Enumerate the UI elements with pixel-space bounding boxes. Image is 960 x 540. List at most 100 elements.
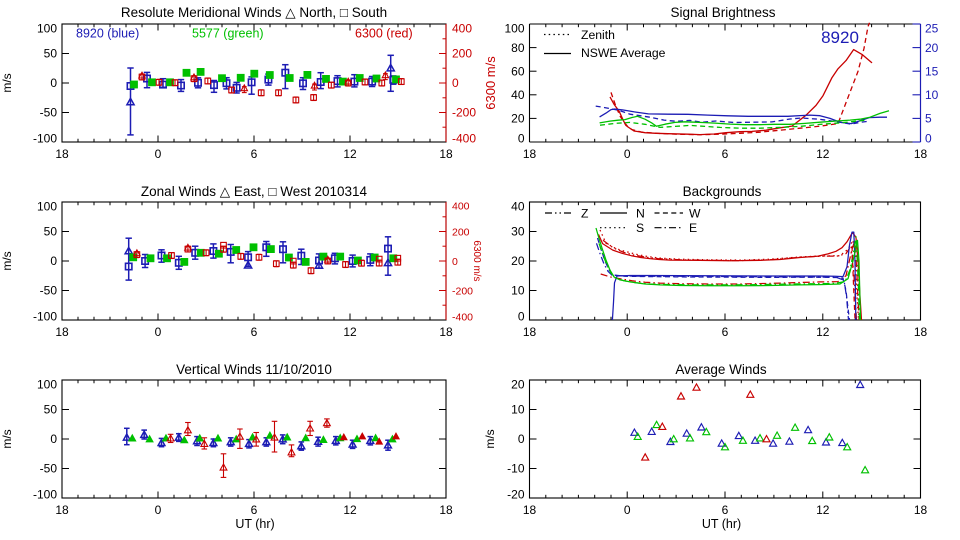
svg-text:m/s: m/s (0, 251, 14, 270)
svg-text:UT (hr): UT (hr) (702, 517, 741, 531)
svg-text:6: 6 (722, 503, 729, 517)
svg-text:20: 20 (511, 378, 525, 392)
svg-text:-100: -100 (33, 132, 57, 146)
svg-text:10: 10 (925, 88, 939, 102)
svg-text:N: N (636, 207, 645, 221)
svg-text:18: 18 (55, 503, 69, 517)
svg-text:0: 0 (518, 432, 525, 446)
svg-text:6: 6 (251, 325, 258, 339)
svg-text:20: 20 (511, 254, 525, 268)
svg-text:6300 m/s: 6300 m/s (471, 240, 482, 281)
svg-text:40: 40 (511, 200, 525, 214)
svg-text:10: 10 (511, 284, 525, 298)
svg-text:8920: 8920 (821, 28, 859, 47)
svg-text:6: 6 (251, 503, 258, 517)
svg-text:-100: -100 (33, 310, 57, 324)
svg-text:18: 18 (914, 503, 928, 517)
svg-text:5: 5 (925, 112, 932, 126)
svg-text:-400: -400 (452, 312, 473, 324)
svg-text:-50: -50 (40, 462, 58, 476)
svg-text:6: 6 (251, 147, 258, 161)
svg-text:10: 10 (511, 403, 525, 417)
svg-text:100: 100 (37, 200, 57, 214)
svg-text:400: 400 (452, 201, 470, 213)
svg-text:50: 50 (44, 403, 58, 417)
svg-text:Backgrounds: Backgrounds (683, 184, 762, 199)
svg-text:25: 25 (925, 22, 939, 36)
svg-text:0: 0 (50, 254, 57, 268)
svg-text:12: 12 (816, 503, 830, 517)
svg-text:12: 12 (816, 325, 830, 339)
svg-text:Resolute Meridional Winds △: Resolute Meridional Winds △ North, □ Sou… (121, 5, 387, 20)
svg-text:-50: -50 (40, 106, 58, 120)
svg-text:12: 12 (343, 503, 357, 517)
svg-text:18: 18 (523, 325, 537, 339)
svg-text:Signal Brightness: Signal Brightness (670, 5, 775, 20)
svg-text:20: 20 (925, 41, 939, 55)
svg-text:12: 12 (343, 325, 357, 339)
svg-text:0: 0 (624, 503, 631, 517)
svg-text:-200: -200 (452, 106, 476, 120)
svg-text:-400: -400 (452, 132, 476, 146)
svg-text:15: 15 (925, 64, 939, 78)
svg-text:Average Winds: Average Winds (675, 362, 767, 377)
svg-text:60: 60 (511, 64, 525, 78)
svg-text:0: 0 (452, 76, 459, 90)
svg-text:6: 6 (722, 147, 729, 161)
svg-text:m/s: m/s (0, 73, 14, 92)
svg-text:NSWE Average: NSWE Average (581, 46, 666, 60)
svg-text:UT (hr): UT (hr) (235, 517, 274, 531)
svg-text:S: S (636, 221, 644, 235)
svg-text:-200: -200 (452, 285, 473, 297)
svg-text:Zonal Winds △ East, □ West: Zonal Winds △ East, □ West 2010314 (141, 184, 368, 199)
svg-text:0: 0 (624, 147, 631, 161)
svg-text:0: 0 (155, 147, 162, 161)
svg-text:18: 18 (439, 147, 453, 161)
svg-text:0: 0 (50, 76, 57, 90)
svg-text:80: 80 (511, 41, 525, 55)
svg-text:0: 0 (624, 325, 631, 339)
svg-text:18: 18 (914, 325, 928, 339)
svg-text:20: 20 (511, 112, 525, 126)
svg-text:12: 12 (343, 147, 357, 161)
svg-text:0: 0 (155, 503, 162, 517)
svg-text:Z: Z (581, 207, 589, 221)
svg-text:40: 40 (511, 88, 525, 102)
svg-text:18: 18 (523, 147, 537, 161)
svg-text:Zenith: Zenith (581, 28, 615, 42)
svg-text:0: 0 (925, 132, 932, 146)
svg-text:m/s: m/s (0, 429, 14, 448)
svg-text:12: 12 (816, 147, 830, 161)
svg-text:18: 18 (55, 147, 69, 161)
svg-text:18: 18 (914, 147, 928, 161)
svg-text:E: E (689, 221, 697, 235)
svg-text:0: 0 (50, 432, 57, 446)
svg-text:100: 100 (37, 22, 57, 36)
svg-text:8920 (blue): 8920 (blue) (76, 27, 139, 41)
svg-text:0: 0 (452, 256, 458, 268)
svg-text:6300 m/s: 6300 m/s (483, 56, 498, 110)
svg-text:18: 18 (439, 325, 453, 339)
svg-text:100: 100 (37, 378, 57, 392)
svg-text:-100: -100 (33, 488, 57, 502)
svg-text:18: 18 (523, 503, 537, 517)
svg-text:18: 18 (439, 503, 453, 517)
svg-text:Vertical Winds 11/10/2010: Vertical Winds 11/10/2010 (176, 362, 332, 377)
svg-text:-50: -50 (40, 284, 58, 298)
svg-text:0: 0 (155, 325, 162, 339)
svg-text:-20: -20 (507, 488, 525, 502)
svg-text:30: 30 (511, 225, 525, 239)
svg-text:0: 0 (518, 310, 525, 324)
svg-text:W: W (689, 207, 701, 221)
svg-text:50: 50 (44, 225, 58, 239)
svg-text:6300 (red): 6300 (red) (355, 27, 413, 41)
svg-text:0: 0 (518, 132, 525, 146)
svg-text:200: 200 (452, 226, 470, 238)
svg-text:100: 100 (504, 22, 524, 36)
svg-text:50: 50 (44, 47, 58, 61)
svg-text:400: 400 (452, 22, 472, 36)
svg-text:6: 6 (722, 325, 729, 339)
svg-text:200: 200 (452, 47, 472, 61)
svg-text:18: 18 (55, 325, 69, 339)
svg-text:5577 (green): 5577 (green) (192, 27, 264, 41)
